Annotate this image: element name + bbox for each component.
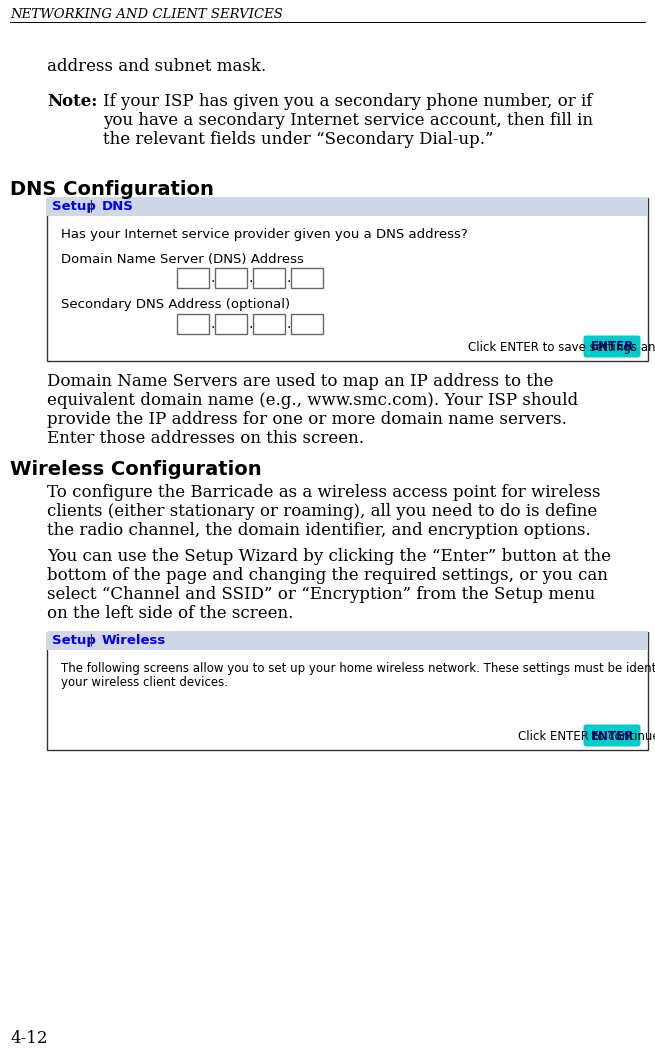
Text: equivalent domain name (e.g., www.smc.com). Your ISP should: equivalent domain name (e.g., www.smc.co… — [47, 392, 578, 409]
Text: |: | — [85, 634, 98, 647]
Text: you have a secondary Internet service account, then fill in: you have a secondary Internet service ac… — [103, 112, 593, 129]
Text: The following screens allow you to set up your home wireless network. These sett: The following screens allow you to set u… — [61, 662, 655, 675]
Bar — [291, 268, 323, 288]
Text: DNS: DNS — [102, 200, 134, 213]
Text: on the left side of the screen.: on the left side of the screen. — [47, 605, 293, 623]
Text: .: . — [287, 316, 291, 331]
Text: Secondary DNS Address (optional): Secondary DNS Address (optional) — [61, 298, 290, 311]
Text: Enter those addresses on this screen.: Enter those addresses on this screen. — [47, 430, 364, 447]
Text: Click ENTER to save settings and continue.: Click ENTER to save settings and continu… — [468, 341, 655, 353]
Text: |: | — [85, 200, 98, 213]
FancyBboxPatch shape — [584, 724, 641, 746]
Text: NETWORKING AND CLIENT SERVICES: NETWORKING AND CLIENT SERVICES — [10, 8, 283, 21]
Text: .: . — [249, 271, 253, 285]
Text: Wireless: Wireless — [102, 634, 166, 647]
Text: Has your Internet service provider given you a DNS address?: Has your Internet service provider given… — [61, 228, 468, 241]
Text: ENTER: ENTER — [590, 729, 633, 742]
Bar — [177, 268, 209, 288]
Text: ENTER: ENTER — [590, 341, 633, 353]
Text: .: . — [249, 316, 253, 331]
Text: clients (either stationary or roaming), all you need to do is define: clients (either stationary or roaming), … — [47, 503, 597, 520]
Text: select “Channel and SSID” or “Encryption” from the Setup menu: select “Channel and SSID” or “Encryption… — [47, 586, 595, 603]
Bar — [253, 314, 285, 334]
Text: If your ISP has given you a secondary phone number, or if: If your ISP has given you a secondary ph… — [103, 93, 592, 110]
Text: Wireless Configuration: Wireless Configuration — [10, 460, 261, 479]
Bar — [47, 632, 648, 650]
Text: 4-12: 4-12 — [10, 1030, 48, 1047]
Text: DNS Configuration: DNS Configuration — [10, 180, 214, 199]
Text: Setup: Setup — [52, 634, 96, 647]
Text: Domain Name Server (DNS) Address: Domain Name Server (DNS) Address — [61, 253, 304, 266]
Bar — [177, 314, 209, 334]
Bar — [291, 314, 323, 334]
Text: your wireless client devices.: your wireless client devices. — [61, 676, 228, 689]
Text: the relevant fields under “Secondary Dial-up.”: the relevant fields under “Secondary Dia… — [103, 131, 493, 148]
Text: the radio channel, the domain identifier, and encryption options.: the radio channel, the domain identifier… — [47, 522, 591, 539]
Text: .: . — [211, 271, 215, 285]
Text: bottom of the page and changing the required settings, or you can: bottom of the page and changing the requ… — [47, 567, 608, 584]
Bar — [47, 198, 648, 216]
Text: .: . — [287, 271, 291, 285]
Text: Setup: Setup — [52, 200, 96, 213]
Bar — [47, 632, 648, 750]
Bar — [47, 198, 648, 361]
Text: Domain Name Servers are used to map an IP address to the: Domain Name Servers are used to map an I… — [47, 373, 553, 390]
Text: To configure the Barricade as a wireless access point for wireless: To configure the Barricade as a wireless… — [47, 484, 601, 501]
Bar — [215, 314, 247, 334]
Text: .: . — [211, 316, 215, 331]
Text: You can use the Setup Wizard by clicking the “Enter” button at the: You can use the Setup Wizard by clicking… — [47, 548, 611, 565]
Text: provide the IP address for one or more domain name servers.: provide the IP address for one or more d… — [47, 411, 567, 428]
FancyBboxPatch shape — [584, 335, 641, 357]
Text: Click ENTER to continue.: Click ENTER to continue. — [518, 729, 655, 742]
Text: Note:: Note: — [47, 93, 98, 110]
Bar — [253, 268, 285, 288]
Bar — [215, 268, 247, 288]
Text: address and subnet mask.: address and subnet mask. — [47, 58, 266, 75]
